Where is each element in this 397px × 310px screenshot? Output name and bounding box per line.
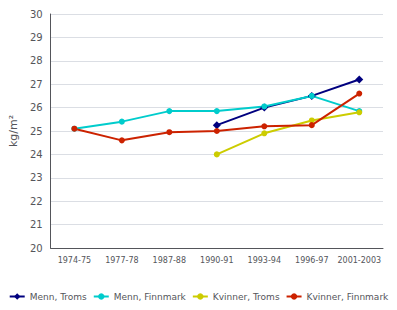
svg-text:30: 30 [30,9,43,20]
svg-text:22: 22 [30,196,43,207]
svg-text:1993-94: 1993-94 [248,256,281,265]
svg-text:1974-75: 1974-75 [58,256,91,265]
svg-text:23: 23 [30,172,43,183]
svg-text:Kvinner, Troms: Kvinner, Troms [213,292,280,302]
svg-text:27: 27 [30,79,43,90]
svg-text:1990-91: 1990-91 [200,256,233,265]
svg-text:29: 29 [30,32,43,43]
svg-text:1987-88: 1987-88 [153,256,186,265]
svg-text:21: 21 [30,219,43,230]
svg-text:25: 25 [30,126,43,137]
svg-text:2001-2003: 2001-2003 [337,256,381,265]
svg-text:Kvinner, Finnmark: Kvinner, Finnmark [307,292,390,302]
svg-text:28: 28 [30,55,43,66]
svg-text:kg/m²: kg/m² [7,115,20,147]
svg-text:26: 26 [30,102,43,113]
svg-text:1977-78: 1977-78 [105,256,138,265]
svg-text:20: 20 [30,243,43,254]
svg-text:Menn, Troms: Menn, Troms [30,292,87,302]
svg-text:24: 24 [30,149,43,160]
svg-text:Menn, Finnmark: Menn, Finnmark [114,292,187,302]
svg-text:1996-97: 1996-97 [295,256,328,265]
